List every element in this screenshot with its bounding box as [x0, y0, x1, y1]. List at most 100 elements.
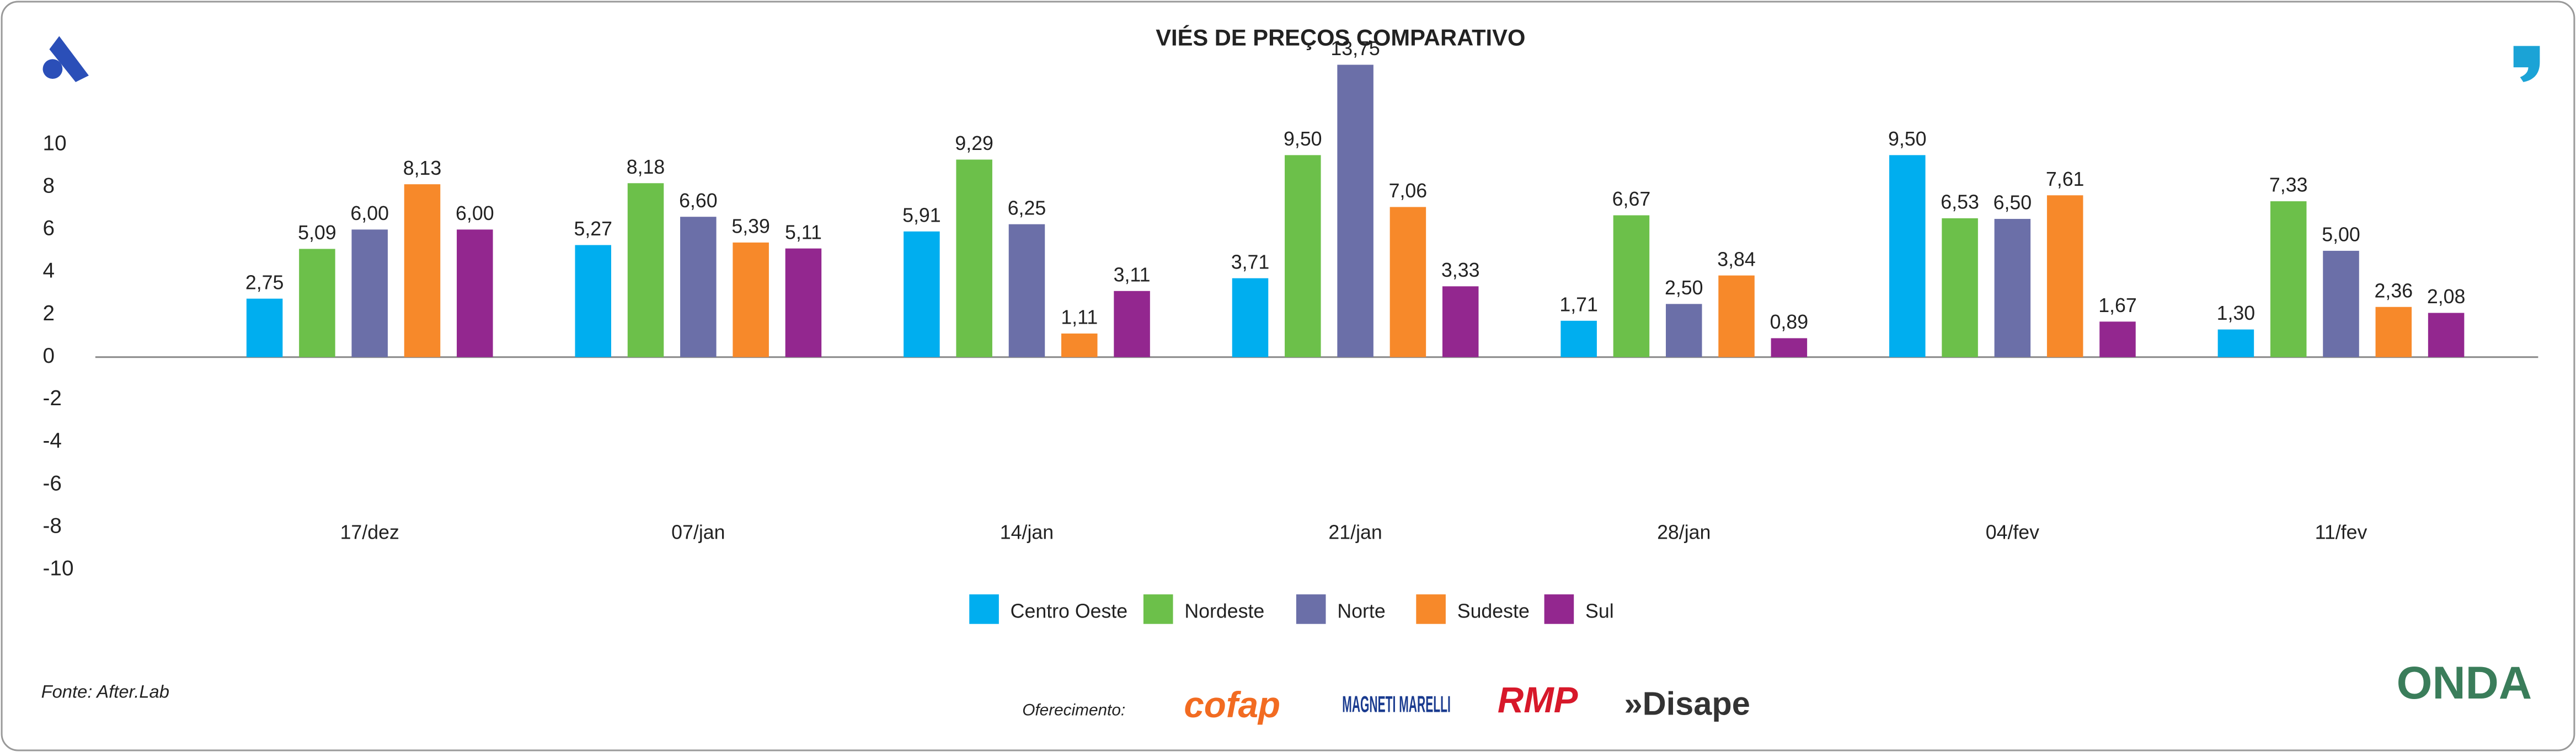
x-tick-label: 17/dez [340, 521, 399, 543]
value-label: 8,13 [403, 157, 442, 179]
value-label: 1,67 [2098, 294, 2137, 316]
bar [785, 248, 822, 357]
legend-swatch [1143, 594, 1173, 624]
bar [904, 231, 940, 357]
bar [1114, 291, 1150, 357]
value-label: 5,27 [574, 218, 612, 240]
value-label: 3,33 [1441, 259, 1480, 281]
value-label: 9,29 [955, 132, 993, 154]
bar [2323, 250, 2359, 357]
x-tick-label: 04/fev [1986, 521, 2039, 543]
legend-swatch [969, 594, 999, 624]
bar [246, 298, 283, 357]
logo-comma [2513, 46, 2540, 82]
legend-label: Norte [1337, 600, 1385, 622]
legend-swatch [1416, 594, 1446, 624]
value-label: 6,00 [456, 202, 494, 224]
value-label: 7,06 [1389, 180, 1428, 202]
value-label: 6,67 [1612, 188, 1651, 210]
chart-title: VIÉS DE PREÇOS COMPARATIVO [1156, 24, 1525, 50]
legend-label: Sudeste [1457, 600, 1530, 622]
y-tick-label: 4 [43, 259, 55, 283]
bar [1232, 278, 1269, 357]
value-label: 2,36 [2375, 280, 2413, 302]
sponsor-logo: »Disape [1624, 685, 1750, 722]
value-label: 6,00 [350, 202, 389, 224]
bar [1389, 207, 1426, 357]
bar [2217, 329, 2254, 357]
bar [733, 242, 769, 357]
sponsor-logo: MAGNETI MARELLI [1342, 691, 1451, 717]
bar [2046, 195, 2083, 357]
bar [2375, 307, 2412, 357]
y-tick-label: -6 [43, 471, 62, 495]
bar [956, 159, 992, 357]
bar [1718, 275, 1755, 357]
value-label: 13,75 [1330, 37, 1380, 60]
value-label: 6,50 [1994, 192, 2032, 214]
x-tick-label: 07/jan [671, 521, 725, 543]
value-label: 5,91 [902, 204, 941, 226]
value-label: 2,08 [2427, 286, 2466, 308]
y-tick-label: -8 [43, 514, 62, 538]
bar [1942, 218, 1978, 357]
bar [299, 249, 335, 357]
bar [1613, 215, 1650, 357]
value-label: 1,71 [1559, 293, 1598, 315]
value-label: 5,09 [298, 222, 336, 244]
value-label: 3,71 [1231, 251, 1270, 273]
legend-label: Centro Oeste [1011, 600, 1127, 622]
value-label: 5,39 [731, 216, 770, 238]
bar [1560, 320, 1597, 357]
value-label: 6,53 [1941, 191, 1979, 213]
bar [1665, 304, 1702, 357]
bar [1008, 224, 1045, 357]
value-label: 6,60 [679, 190, 718, 212]
value-label: 2,75 [245, 271, 284, 293]
value-label: 0,89 [1770, 311, 1809, 333]
logo-a [42, 36, 89, 82]
bar [1061, 333, 1098, 357]
bar [404, 184, 441, 357]
bar [1771, 338, 1808, 357]
y-tick-label: 0 [43, 344, 55, 368]
legend-label: Nordeste [1184, 600, 1264, 622]
bar [627, 183, 664, 357]
sponsor-label: Oferecimento: [1022, 701, 1125, 719]
bar [457, 229, 493, 357]
value-label: 3,84 [1717, 248, 1756, 270]
value-label: 1,30 [2217, 302, 2256, 324]
legend-swatch [1296, 594, 1326, 624]
x-tick-label: 28/jan [1657, 521, 1711, 543]
bar [1442, 286, 1479, 357]
sponsor-logo: RMP [1498, 680, 1578, 720]
y-tick-label: -2 [43, 386, 62, 410]
source: Fonte: After.Lab [41, 681, 169, 701]
sponsor-logo: cofap [1184, 685, 1280, 725]
bar [680, 217, 717, 357]
bar [1285, 155, 1321, 357]
legend-swatch [1544, 594, 1574, 624]
bar [2428, 313, 2465, 357]
value-label: 3,11 [1114, 264, 1151, 286]
value-label: 7,61 [2046, 168, 2085, 190]
value-label: 2,50 [1665, 277, 1703, 299]
y-tick-label: 8 [43, 174, 55, 197]
bar [1337, 65, 1373, 357]
bar [2270, 201, 2307, 357]
y-tick-label: -4 [43, 429, 62, 453]
y-tick-label: 6 [43, 217, 55, 240]
value-label: 8,18 [627, 156, 665, 178]
bar [2099, 321, 2136, 357]
value-label: 9,50 [1888, 128, 1927, 150]
value-label: 6,25 [1008, 197, 1046, 219]
brand-logo: ONDA [2397, 657, 2532, 708]
value-label: 5,11 [785, 221, 822, 243]
y-tick-label: 2 [43, 302, 55, 325]
bar [351, 229, 388, 357]
value-label: 9,50 [1284, 128, 1322, 150]
bar [1889, 155, 1926, 357]
